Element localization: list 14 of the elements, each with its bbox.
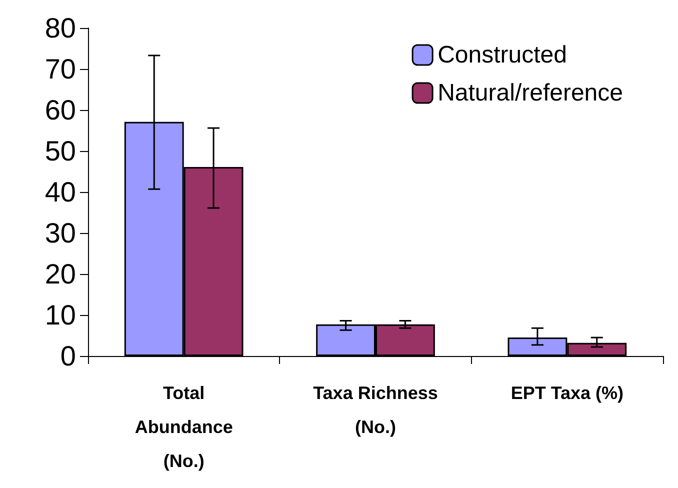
y-tick-label: 60 (44, 94, 76, 126)
x-tick-label: Taxa Richness (No.) (313, 383, 438, 437)
y-tick-label: 30 (44, 218, 76, 248)
y-tick-label: 20 (44, 258, 76, 290)
legend-label: Constructed (438, 42, 567, 68)
legend-label: Natural/reference (438, 80, 624, 106)
y-tick-label: 50 (44, 136, 76, 166)
y-tick-label: 0 (60, 340, 76, 372)
y-tick-label: 10 (44, 300, 76, 330)
y-tick-label: 70 (44, 54, 76, 84)
x-tick-label: Total Abundance (No.) (134, 383, 233, 471)
y-tick-label: 80 (44, 12, 76, 44)
x-tick-label: EPT Taxa (%) (510, 383, 624, 403)
y-tick-label: 40 (44, 176, 76, 208)
